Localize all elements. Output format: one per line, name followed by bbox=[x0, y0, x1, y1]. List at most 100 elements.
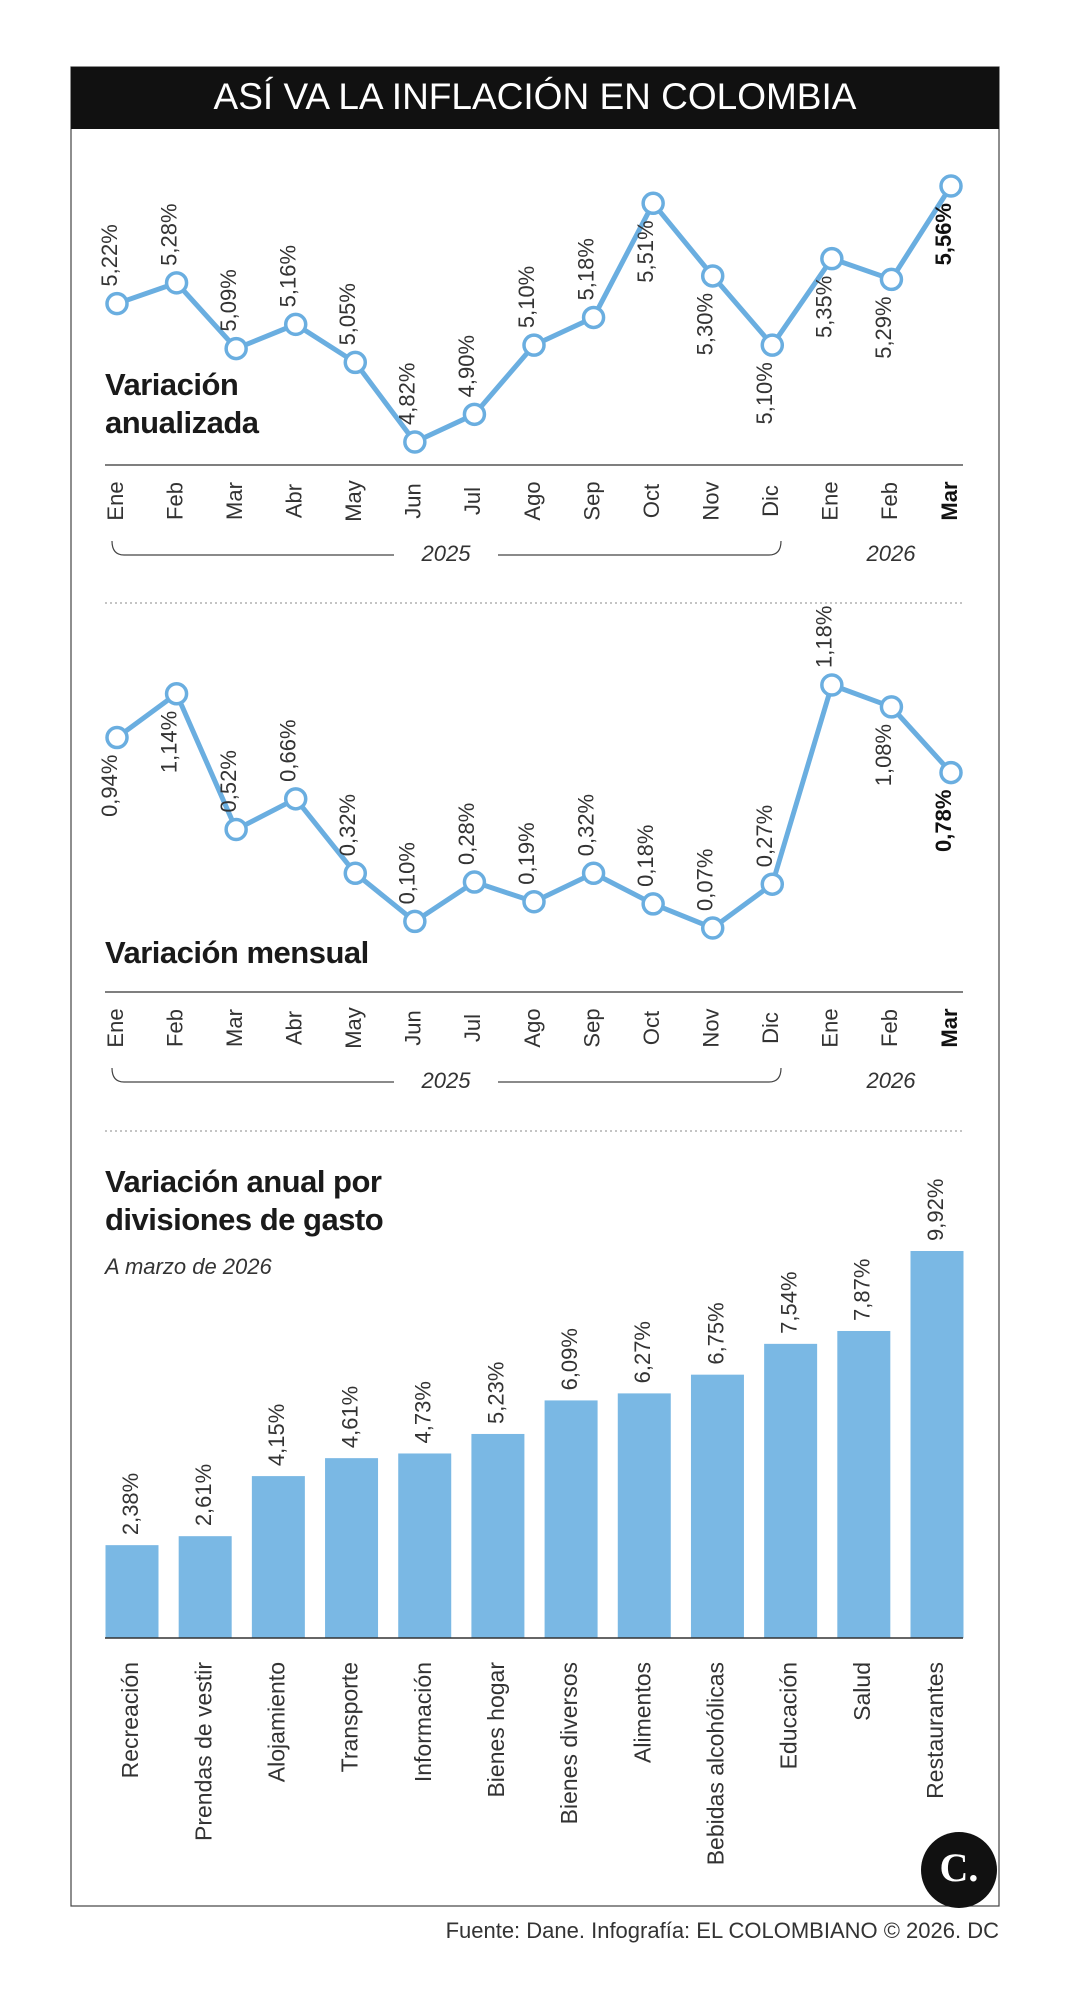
x-tick-label: Ene bbox=[103, 1008, 128, 1047]
marker bbox=[283, 787, 308, 811]
year-label: 2025 bbox=[421, 541, 472, 566]
value-label: 5,23% bbox=[484, 1362, 509, 1424]
title-bar bbox=[71, 67, 999, 129]
year-label: 2026 bbox=[866, 1068, 917, 1093]
marker bbox=[700, 916, 725, 940]
value-label: 1,14% bbox=[156, 711, 181, 773]
value-label: 0,78% bbox=[931, 790, 956, 852]
value-label: 0,52% bbox=[216, 750, 241, 812]
x-tick-label: Educación bbox=[776, 1662, 802, 1769]
source: Fuente: Dane. Infografía: EL COLOMBIANO … bbox=[446, 1918, 1000, 1943]
year-label: 2026 bbox=[866, 541, 917, 566]
x-tick-label: Feb bbox=[877, 1009, 902, 1047]
value-label: 5,18% bbox=[573, 238, 598, 300]
year-bracket bbox=[111, 1067, 782, 1083]
value-label: 7,54% bbox=[776, 1271, 801, 1333]
chart-subtitle: A marzo de 2026 bbox=[105, 1254, 272, 1279]
x-tick-label: Oct bbox=[639, 1011, 664, 1045]
x-tick-label: Salud bbox=[849, 1662, 875, 1721]
bar bbox=[178, 1536, 232, 1638]
value-label: 5,51% bbox=[633, 220, 658, 282]
marker bbox=[105, 291, 129, 316]
marker bbox=[224, 336, 248, 361]
marker bbox=[164, 682, 189, 706]
marker bbox=[522, 889, 546, 914]
x-tick-label: Feb bbox=[162, 1009, 187, 1047]
x-tick-label: Oct bbox=[639, 484, 664, 518]
value-label: 7,87% bbox=[850, 1259, 875, 1321]
marker bbox=[820, 673, 844, 697]
value-label: 5,22% bbox=[97, 224, 122, 286]
value-label: 0,19% bbox=[514, 822, 539, 884]
marker bbox=[879, 267, 904, 292]
bar bbox=[398, 1453, 452, 1638]
value-label: 5,28% bbox=[156, 203, 181, 265]
x-tick-label: Transporte bbox=[337, 1662, 363, 1772]
x-tick-label: Bienes hogar bbox=[483, 1662, 509, 1798]
title: ASÍ VA LA INFLACIÓN EN COLOMBIA bbox=[214, 76, 857, 117]
x-tick-label: Ago bbox=[520, 1008, 545, 1047]
value-label: 6,09% bbox=[557, 1328, 582, 1390]
x-tick-label: May bbox=[341, 480, 366, 522]
x-tick-label: Bebidas alcohólicas bbox=[703, 1662, 729, 1865]
value-label: 1,08% bbox=[871, 724, 896, 786]
logo-circle bbox=[921, 1832, 997, 1908]
value-label: 0,10% bbox=[395, 842, 420, 904]
x-tick-label: Ago bbox=[520, 481, 545, 520]
value-label: 0,32% bbox=[335, 794, 360, 856]
x-tick-label: Jun bbox=[401, 1010, 426, 1045]
bar bbox=[251, 1476, 305, 1638]
value-label: 6,75% bbox=[703, 1302, 728, 1364]
marker bbox=[820, 246, 844, 271]
marker bbox=[462, 870, 487, 894]
year-label: 2025 bbox=[421, 1068, 472, 1093]
value-label: 0,32% bbox=[573, 794, 598, 856]
value-label: 4,61% bbox=[337, 1386, 362, 1448]
marker bbox=[760, 872, 785, 896]
x-tick-label: Abr bbox=[282, 484, 307, 518]
marker bbox=[164, 271, 189, 295]
x-tick-label: Información bbox=[410, 1662, 436, 1782]
value-label: 0,94% bbox=[97, 755, 122, 817]
x-tick-label: Dic bbox=[758, 1012, 783, 1044]
x-tick-label: Jul bbox=[460, 487, 485, 515]
logo: C. bbox=[940, 1845, 979, 1890]
marker bbox=[403, 909, 427, 934]
marker bbox=[343, 350, 368, 375]
value-label: 5,56% bbox=[931, 203, 956, 265]
chart-title: Variación mensual bbox=[105, 935, 369, 970]
marker bbox=[462, 402, 487, 427]
marker bbox=[760, 333, 785, 357]
x-tick-label: Abr bbox=[282, 1011, 307, 1045]
value-label: 0,07% bbox=[693, 849, 718, 911]
marker bbox=[581, 305, 606, 330]
x-tick-label: Ene bbox=[103, 481, 128, 520]
x-tick-label: Restaurantes bbox=[922, 1662, 948, 1799]
marker bbox=[283, 312, 308, 337]
x-tick-label: Ene bbox=[818, 481, 843, 520]
x-tick-label: Alimentos bbox=[629, 1662, 655, 1763]
value-label: 0,28% bbox=[454, 803, 479, 865]
x-tick-label: Alojamiento bbox=[263, 1662, 289, 1782]
x-tick-label: May bbox=[341, 1007, 366, 1049]
marker bbox=[641, 892, 665, 916]
value-label: 4,82% bbox=[395, 363, 420, 425]
value-label: 0,66% bbox=[276, 719, 301, 781]
value-label: 2,61% bbox=[191, 1464, 216, 1526]
x-tick-label: Feb bbox=[877, 482, 902, 520]
x-tick-label: Jun bbox=[401, 483, 426, 518]
x-tick-label: Feb bbox=[162, 482, 187, 520]
value-label: 1,18% bbox=[812, 606, 837, 668]
x-tick-label: Prendas de vestir bbox=[190, 1662, 216, 1841]
x-tick-label: Recreación bbox=[117, 1662, 143, 1778]
bar bbox=[910, 1251, 964, 1638]
bar bbox=[105, 1545, 159, 1638]
value-label: 2,38% bbox=[118, 1473, 143, 1535]
value-label: 6,27% bbox=[630, 1321, 655, 1383]
marker bbox=[522, 333, 546, 357]
bar bbox=[837, 1330, 891, 1638]
value-label: 5,10% bbox=[514, 266, 539, 328]
value-label: 0,27% bbox=[752, 805, 777, 867]
chart-title: Variación anual por divisiones de gasto bbox=[105, 1164, 384, 1237]
